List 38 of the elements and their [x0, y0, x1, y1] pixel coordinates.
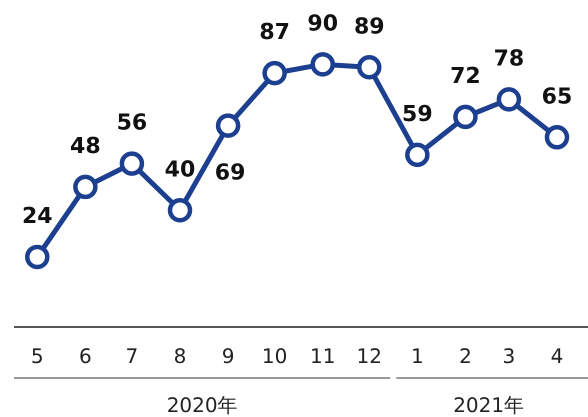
point [453, 104, 478, 130]
point [262, 60, 287, 86]
point [73, 174, 98, 200]
point [168, 198, 192, 223]
x-tick-label: 4 [550, 344, 564, 368]
x-tick-label: 8 [174, 344, 186, 368]
x-tick-label: 11 [310, 344, 336, 368]
point [25, 244, 50, 270]
x-tick-label: 6 [78, 344, 92, 368]
data-label: 65 [542, 84, 572, 110]
point [216, 113, 240, 138]
text: 2021年 [453, 393, 524, 417]
data-label: 72 [450, 64, 481, 89]
point [310, 52, 335, 77]
point [120, 151, 144, 176]
x-tick-label: 5 [30, 344, 44, 368]
x-tick-label: 9 [222, 344, 234, 368]
x-tick-label: 10 [262, 344, 288, 368]
data-label: 40 [164, 157, 196, 182]
data-label: 69 [214, 160, 246, 186]
data-label: 89 [354, 14, 385, 40]
x-tick-label: 12 [356, 344, 382, 368]
x-tick-label: 1 [410, 344, 424, 368]
data-label: 87 [259, 20, 290, 46]
text: 2020年 [166, 393, 238, 417]
x-tick-label: 3 [502, 344, 516, 368]
data-label: 48 [70, 134, 101, 159]
x-tick-label: 7 [126, 344, 138, 368]
data-label: 24 [22, 204, 53, 229]
data-label: 56 [116, 110, 148, 136]
data-label: 78 [494, 46, 524, 72]
point [544, 125, 570, 150]
data-label: 90 [307, 11, 338, 36]
point [405, 142, 430, 168]
point [496, 87, 522, 112]
point [357, 55, 382, 80]
data-label: 59 [402, 102, 433, 127]
x-tick-label: 2 [459, 344, 472, 368]
